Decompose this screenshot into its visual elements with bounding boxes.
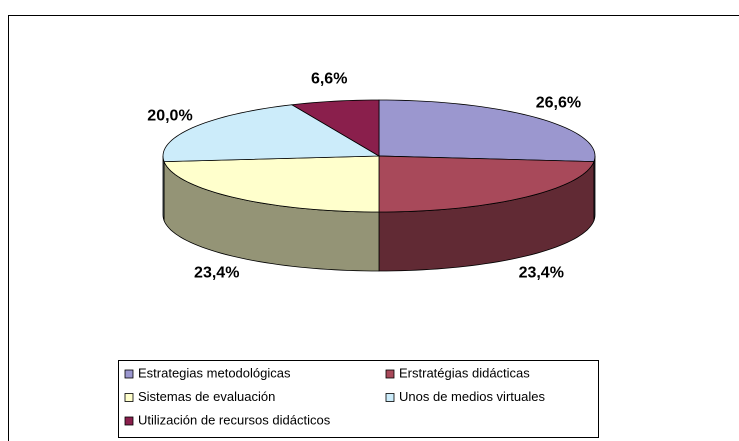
data-label: 20,0% — [147, 108, 192, 125]
pie-sides — [162, 155, 596, 272]
data-labels: 26,6% 23,4% 23,4% 20,0% 6,6% — [147, 70, 581, 281]
legend-swatch — [124, 416, 134, 426]
legend-swatch — [385, 369, 395, 379]
legend-label: Utilización de recursos didácticos — [138, 412, 331, 427]
legend-swatch — [385, 393, 395, 402]
pie-slice — [290, 99, 380, 157]
legend-label: Unos de medios virtuales — [399, 389, 545, 404]
pie-slice — [378, 155, 595, 213]
legend-label: Erstratégias didácticas — [399, 365, 530, 380]
pie-tops — [162, 99, 596, 213]
legend-box — [118, 360, 599, 438]
data-label: 26,6% — [536, 95, 581, 112]
pie-side — [162, 155, 165, 221]
data-label: 23,4% — [194, 264, 239, 281]
pie-slice — [163, 155, 380, 213]
pie-slice — [162, 104, 381, 163]
legend-swatch — [124, 393, 134, 402]
legend: Estrategias metodológicas Erstratégias di… — [124, 365, 545, 427]
data-label: 6,6% — [311, 70, 347, 87]
legend-label: Sistemas de evaluación — [138, 389, 275, 404]
data-label: 23,4% — [519, 264, 564, 281]
pie-slice — [378, 99, 596, 163]
legend-swatch — [124, 369, 134, 379]
legend-label: Estrategias metodológicas — [138, 365, 291, 380]
